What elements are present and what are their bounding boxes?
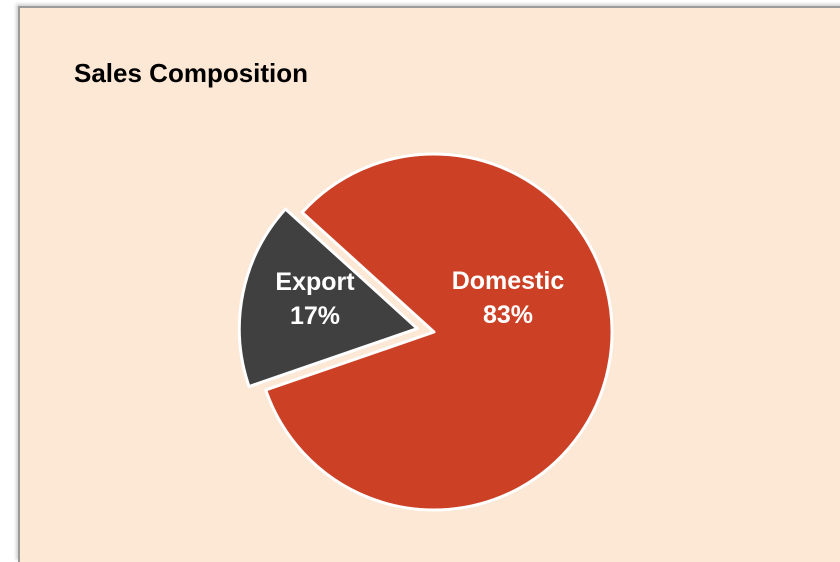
slice-label-domestic-name: Domestic (452, 267, 565, 295)
slice-label-export-name: Export (275, 268, 355, 296)
chart-title: Sales Composition (74, 58, 309, 88)
pie-slice-domestic (264, 152, 614, 512)
pie-slice-export (237, 207, 419, 389)
slice-label-domestic-percent: 83% (483, 301, 533, 329)
pie-chart: Export 17% Domestic 83% (237, 152, 614, 512)
pie-slices (237, 152, 614, 512)
pie-labels: Export 17% Domestic 83% (275, 267, 564, 330)
chart-area: Sales Composition Export 17% Domestic 83% (18, 6, 840, 562)
slice-label-export-percent: 17% (290, 302, 340, 330)
